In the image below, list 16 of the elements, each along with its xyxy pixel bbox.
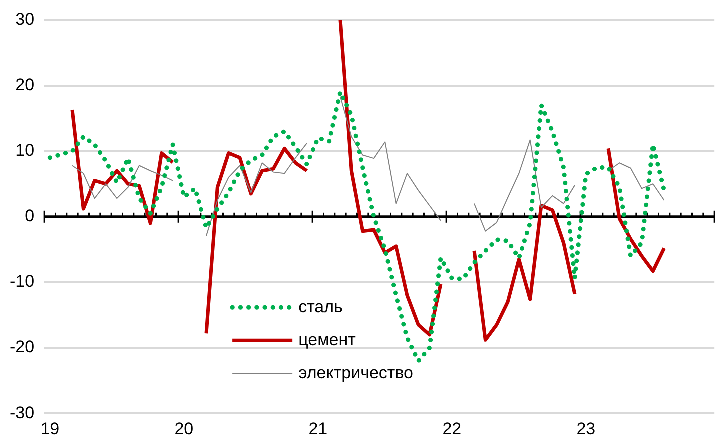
x-tick-label: 23 bbox=[576, 419, 596, 438]
y-tick-label: -10 bbox=[10, 272, 35, 292]
y-tick-label: 0 bbox=[25, 206, 35, 226]
x-tick-label: 21 bbox=[308, 419, 328, 438]
line-series bbox=[48, 90, 667, 364]
legend-label: сталь bbox=[298, 297, 344, 316]
y-tick-label: -30 bbox=[10, 403, 35, 422]
x-tick-label: 19 bbox=[40, 419, 60, 438]
x-tick-label: 22 bbox=[442, 419, 462, 438]
y-tick-label: 10 bbox=[16, 141, 35, 160]
legend-label: электричество bbox=[298, 363, 414, 382]
y-tick-label: 30 bbox=[16, 10, 35, 29]
y-tick-label: 20 bbox=[16, 75, 35, 94]
legend-label: цемент bbox=[298, 330, 356, 350]
x-tick-label: 20 bbox=[174, 419, 194, 438]
y-tick-label: -20 bbox=[10, 338, 35, 357]
